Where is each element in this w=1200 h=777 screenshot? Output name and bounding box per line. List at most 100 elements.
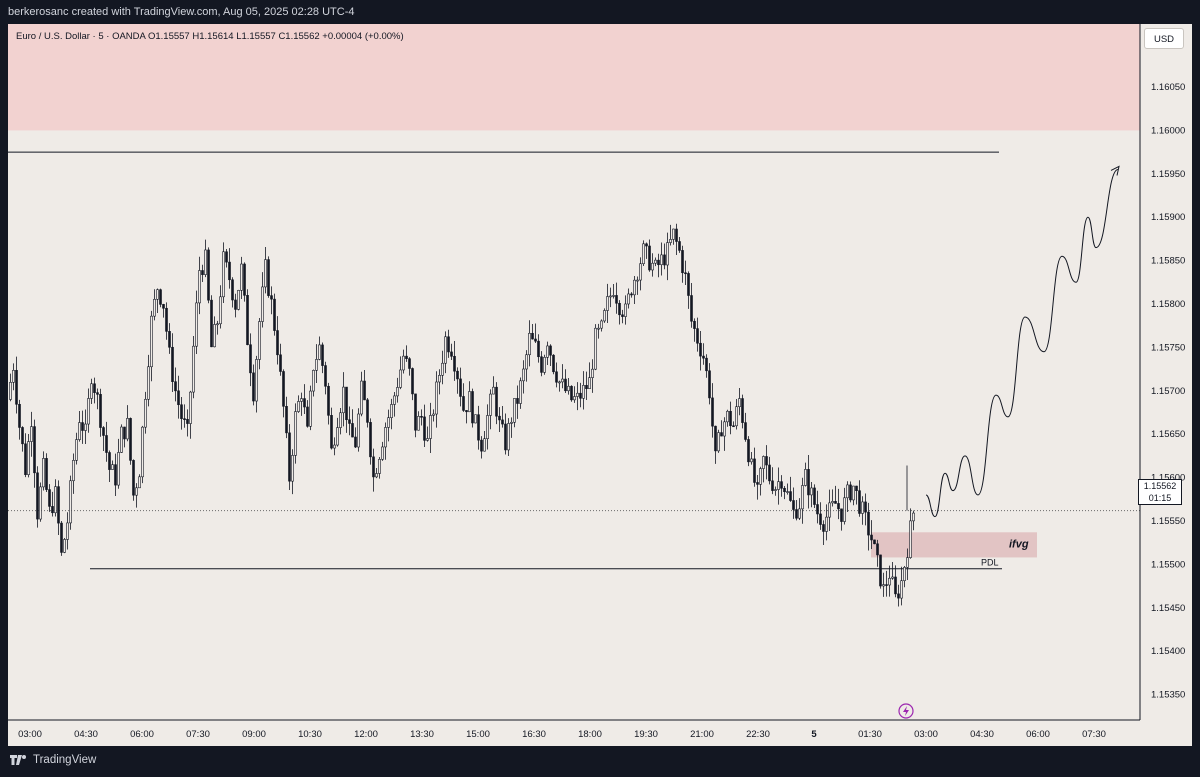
candle-body: [906, 557, 909, 568]
chart-svg[interactable]: PDL ifvg 1.16050 1.16000 1.15950 1.15900 1.158…: [8, 24, 1192, 746]
candle-body: [546, 345, 549, 358]
candle-body: [483, 438, 486, 452]
candle-body: [615, 295, 618, 304]
chart-area[interactable]: PDL ifvg 1.16050 1.16000 1.15950 1.15900 1.158…: [8, 24, 1192, 746]
candle-body: [750, 458, 753, 463]
candle-body: [126, 418, 129, 440]
candle-body: [576, 392, 579, 397]
candle-body: [237, 290, 240, 310]
candle-body: [804, 469, 807, 486]
y-tick-label: 1.15850: [1151, 256, 1185, 267]
candle-body: [723, 421, 726, 437]
candle-body: [345, 386, 348, 421]
candle-body: [96, 392, 99, 395]
candle-body: [669, 239, 672, 243]
candle-body: [627, 293, 630, 305]
candle-body: [141, 426, 144, 478]
candle-body: [165, 307, 168, 332]
candle-body: [279, 354, 282, 372]
brand-name: TradingView: [33, 754, 97, 766]
attribution-bar: berkerosanc created with TradingView.com…: [0, 0, 1200, 24]
candle-body: [342, 386, 345, 414]
candle-body: [357, 413, 360, 448]
x-tick-label: 01:30: [858, 729, 882, 740]
candle-body: [330, 415, 333, 449]
candle-body: [522, 368, 525, 382]
candle-body: [303, 398, 306, 408]
x-tick-label: 12:00: [354, 729, 378, 740]
candle-body: [828, 502, 831, 518]
candle-body: [675, 228, 678, 242]
event-lightning-icon[interactable]: [898, 703, 914, 719]
candle-body: [516, 398, 519, 404]
forecast-path: [925, 168, 1119, 518]
candle-body: [288, 432, 291, 482]
candle-body: [297, 401, 300, 412]
last-price-value: 1.15562: [1143, 481, 1177, 491]
candle-body: [405, 355, 408, 359]
candle-body: [93, 383, 96, 393]
candle-body: [609, 295, 612, 298]
candle-body: [453, 355, 456, 372]
candle-body: [123, 426, 126, 440]
candle-body: [183, 418, 186, 420]
candle-body: [81, 422, 84, 431]
candle-body: [537, 340, 540, 358]
candle-body: [270, 295, 273, 300]
candle-body: [549, 345, 552, 356]
candle-body: [651, 262, 654, 271]
candle-body: [681, 250, 684, 274]
candle-body: [351, 423, 354, 438]
x-tick-label: 22:30: [746, 729, 770, 740]
x-tick-label: 21:00: [690, 729, 714, 740]
candle-body: [507, 423, 510, 451]
candle-body: [855, 485, 858, 491]
candle-body: [39, 486, 42, 520]
x-tick-label: 5: [811, 729, 817, 740]
tradingview-brand[interactable]: TradingView: [10, 754, 96, 766]
candle-body: [27, 441, 30, 475]
candle-body: [654, 259, 657, 264]
candle-body: [240, 263, 243, 291]
candle-body: [708, 370, 711, 399]
candle-body: [84, 423, 87, 431]
candle-body: [477, 414, 480, 441]
candle-body: [885, 584, 888, 586]
x-tick-label: 09:00: [242, 729, 266, 740]
candle-body: [306, 406, 309, 427]
currency-button[interactable]: USD: [1144, 28, 1184, 49]
candle-body: [150, 315, 153, 368]
candle-body: [57, 486, 60, 524]
x-tick-label: 16:30: [522, 729, 546, 740]
x-tick-label: 10:30: [298, 729, 322, 740]
y-tick-label: 1.15650: [1151, 429, 1185, 440]
candle-body: [24, 443, 27, 475]
candle-body: [267, 259, 270, 296]
candle-body: [48, 489, 51, 507]
candle-body: [594, 327, 597, 370]
candle-body: [861, 501, 864, 514]
candle-body: [735, 406, 738, 427]
candle-body: [618, 302, 621, 316]
candle-body: [660, 254, 663, 266]
candle-body: [768, 464, 771, 482]
candle-body: [747, 439, 750, 463]
candle-body: [168, 331, 171, 348]
candle-body: [807, 469, 810, 496]
y-tick-label: 1.15700: [1151, 386, 1185, 397]
candle-body: [249, 344, 252, 374]
candle-body: [657, 259, 660, 266]
candle-body: [69, 480, 72, 524]
candle-body: [564, 378, 567, 392]
candle-body: [321, 344, 324, 366]
candle-body: [15, 370, 18, 405]
candle-body: [171, 346, 174, 382]
candle-body: [690, 295, 693, 322]
candle-body: [51, 506, 54, 514]
candle-body: [552, 354, 555, 373]
candle-body: [687, 273, 690, 296]
candle-body: [711, 397, 714, 427]
candle-body: [129, 418, 132, 461]
symbol-legend: Euro / U.S. Dollar · 5 · OANDA O1.15557 …: [16, 31, 404, 42]
x-tick-label: 04:30: [970, 729, 994, 740]
